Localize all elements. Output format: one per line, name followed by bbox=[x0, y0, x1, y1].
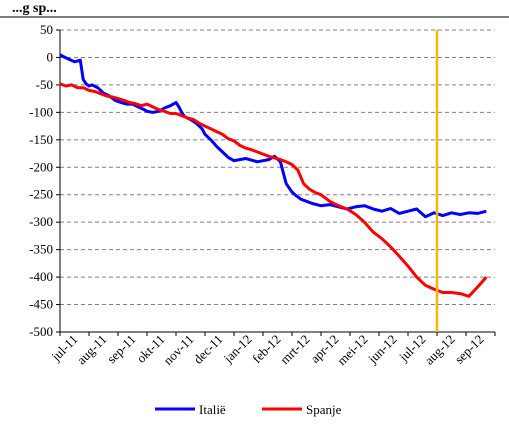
y-tick-label: 50 bbox=[40, 22, 53, 37]
x-tick-label: aug-12 bbox=[421, 332, 457, 368]
x-tick-label: aug-11 bbox=[74, 332, 110, 368]
axes bbox=[56, 29, 496, 336]
x-tick-label: sep-11 bbox=[104, 332, 139, 367]
y-tick-label: -400 bbox=[29, 269, 53, 284]
legend: Italië Spanje bbox=[155, 402, 342, 417]
chart-title-fragment: ...g sp... bbox=[12, 1, 57, 16]
series-lines bbox=[59, 53, 488, 298]
y-tick-label: -150 bbox=[29, 132, 53, 147]
legend-label: Italië bbox=[199, 402, 226, 417]
x-tick-label: dec-11 bbox=[190, 332, 225, 367]
y-tick-label: -200 bbox=[29, 159, 53, 174]
y-tick-label: -500 bbox=[29, 324, 53, 339]
y-tick-label: -450 bbox=[29, 297, 53, 312]
x-tick-label: jun-12 bbox=[364, 332, 399, 367]
x-tick-label: sep-12 bbox=[451, 332, 486, 367]
title-area: ...g sp... bbox=[0, 1, 509, 18]
x-tick-label: jan-12 bbox=[220, 332, 255, 367]
gridlines bbox=[60, 29, 495, 306]
series-line-Spanje bbox=[59, 82, 488, 298]
legend-label: Spanje bbox=[306, 402, 342, 417]
y-tick-labels: 50 0 -50 -100 -150 -200 -250 -300 -350 -400 -450 -5… bbox=[29, 22, 53, 339]
x-tick-labels: jul-11aug-11sep-11okt-11nov-11dec-11jan-… bbox=[48, 332, 487, 369]
y-tick-label: -50 bbox=[36, 77, 53, 92]
x-tick-label: mrt-12 bbox=[277, 332, 313, 368]
y-tick-label: -300 bbox=[29, 214, 53, 229]
y-tick-label: -100 bbox=[29, 104, 53, 119]
x-tick-label: feb-12 bbox=[249, 332, 284, 367]
series-line-Italië bbox=[59, 53, 487, 219]
y-tick-label: -250 bbox=[29, 187, 53, 202]
x-tick-label: nov-11 bbox=[160, 332, 196, 368]
y-tick-label: 0 bbox=[47, 49, 54, 64]
y-tick-label: -350 bbox=[29, 242, 53, 257]
x-tick-label: mei-12 bbox=[334, 332, 371, 369]
